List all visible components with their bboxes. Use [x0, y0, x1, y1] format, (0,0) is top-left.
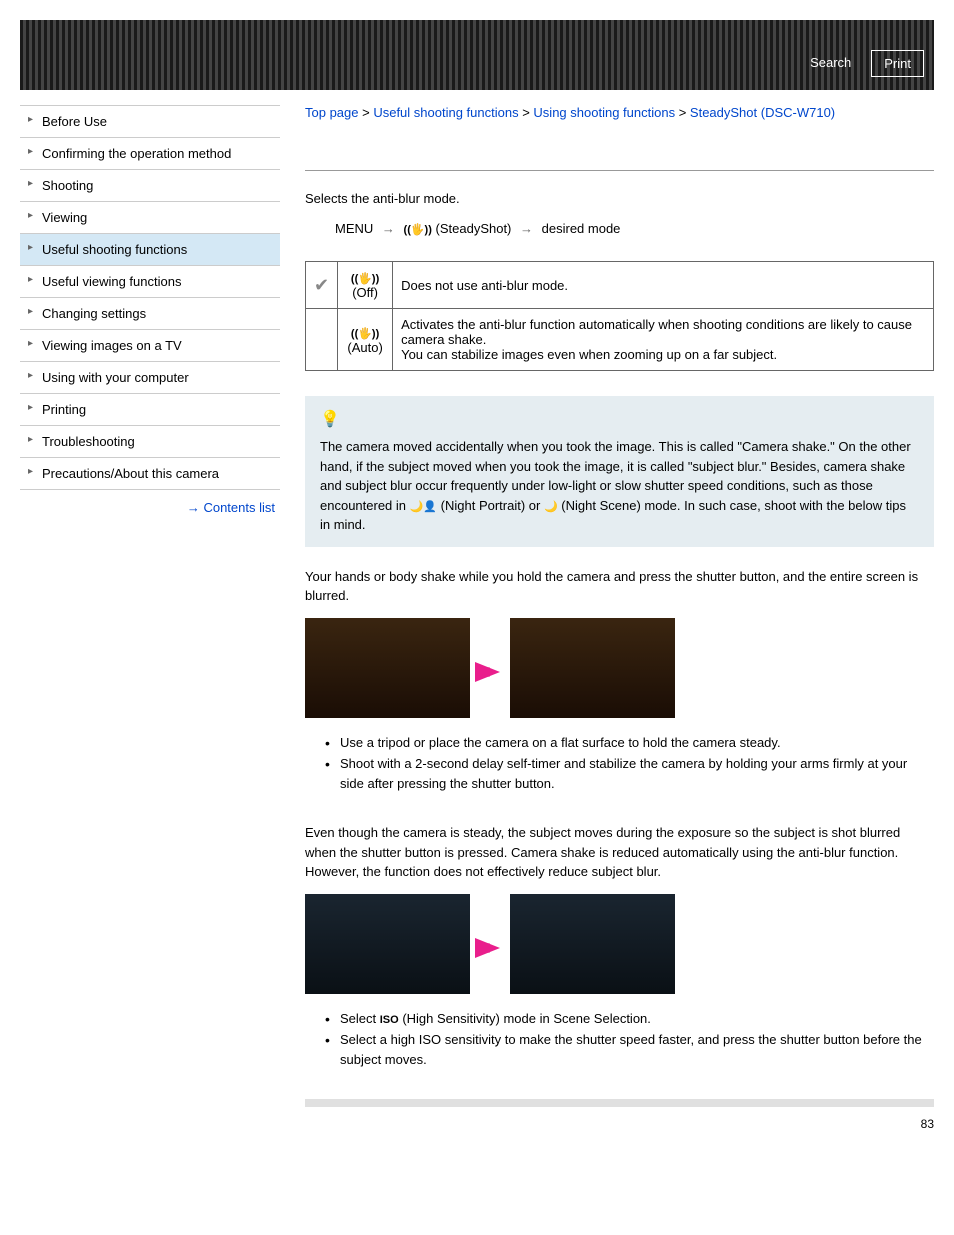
sidebar-item[interactable]: Viewing images on a TV [20, 330, 280, 362]
sidebar-item[interactable]: Changing settings [20, 298, 280, 330]
list-item: Select ISO (High Sensitivity) mode in Sc… [325, 1009, 934, 1029]
steadyshot-icon: ((🖐)) [351, 273, 379, 285]
table-row: ((🖐))(Auto)Activates the anti-blur funct… [306, 309, 934, 371]
subject-blur-tips: Select ISO (High Sensitivity) mode in Sc… [305, 1009, 934, 1070]
divider [305, 170, 934, 171]
contents-list-link[interactable]: Contents list [187, 500, 275, 515]
mode-table: ✔((🖐))(Off)Does not use anti-blur mode.(… [305, 261, 934, 371]
subject-blur-image [305, 894, 934, 994]
iso-icon: ISO [380, 1014, 399, 1026]
breadcrumb-link[interactable]: SteadyShot (DSC-W710) [690, 105, 835, 120]
list-item: Shoot with a 2-second delay self-timer a… [325, 754, 934, 793]
night-scene-icon: 🌙 [544, 501, 558, 513]
sidebar-item[interactable]: Troubleshooting [20, 426, 280, 458]
sidebar-item[interactable]: Before Use [20, 106, 280, 138]
menu-instruction: MENU ((🖐)) (SteadyShot) desired mode [305, 221, 934, 236]
arrow-icon [382, 221, 395, 236]
print-button[interactable]: Print [871, 50, 924, 77]
sidebar: Before UseConfirming the operation metho… [20, 105, 280, 1131]
night-portrait-icon: 🌙👤 [410, 501, 437, 513]
arrow-icon [475, 938, 505, 950]
breadcrumb-link[interactable]: Top page [305, 105, 359, 120]
breadcrumb-link[interactable]: Using shooting functions [533, 105, 675, 120]
camera-shake-tips: Use a tripod or place the camera on a fl… [305, 733, 934, 794]
hint-icon: 💡 [320, 408, 919, 432]
list-item: Select a high ISO sensitivity to make th… [325, 1030, 934, 1069]
breadcrumb-link[interactable]: Useful shooting functions [373, 105, 518, 120]
search-button[interactable]: Search [798, 50, 863, 77]
steadyshot-icon: ((🖐)) [351, 328, 379, 340]
breadcrumb: Top page > Useful shooting functions > U… [305, 105, 934, 120]
list-item: Use a tripod or place the camera on a fl… [325, 733, 934, 753]
main-content: Top page > Useful shooting functions > U… [305, 105, 934, 1131]
sidebar-item[interactable]: Useful viewing functions [20, 266, 280, 298]
desc-cell: Does not use anti-blur mode. [393, 262, 934, 309]
arrow-icon [475, 662, 505, 674]
table-row: ✔ ((🖐))(Off)Does not use anti-blur mode. [306, 262, 934, 309]
sidebar-item[interactable]: Viewing [20, 202, 280, 234]
arrow-icon [520, 221, 533, 236]
sidebar-item[interactable]: Confirming the operation method [20, 138, 280, 170]
sidebar-item[interactable]: Shooting [20, 170, 280, 202]
check-cell: ✔ [306, 262, 338, 309]
sidebar-item[interactable]: Useful shooting functions [20, 234, 280, 266]
page-number: 83 [305, 1117, 934, 1131]
subject-blur-text: Even though the camera is steady, the su… [305, 823, 934, 882]
sidebar-item[interactable]: Printing [20, 394, 280, 426]
desc-cell: Activates the anti-blur function automat… [393, 309, 934, 371]
checkmark-icon: ✔ [314, 275, 329, 295]
mode-cell: ((🖐))(Auto) [338, 309, 393, 371]
header-bar: Search Print [20, 20, 934, 90]
sidebar-item[interactable]: Using with your computer [20, 362, 280, 394]
camera-shake-image [305, 618, 934, 718]
footer-bar [305, 1099, 934, 1107]
sidebar-item[interactable]: Precautions/About this camera [20, 458, 280, 490]
tip-box: 💡 The camera moved accidentally when you… [305, 396, 934, 547]
intro-text: Selects the anti-blur mode. [305, 191, 934, 206]
mode-cell: ((🖐))(Off) [338, 262, 393, 309]
steadyshot-icon: ((🖐)) [404, 224, 432, 236]
camera-shake-text: Your hands or body shake while you hold … [305, 567, 934, 606]
check-cell [306, 309, 338, 371]
